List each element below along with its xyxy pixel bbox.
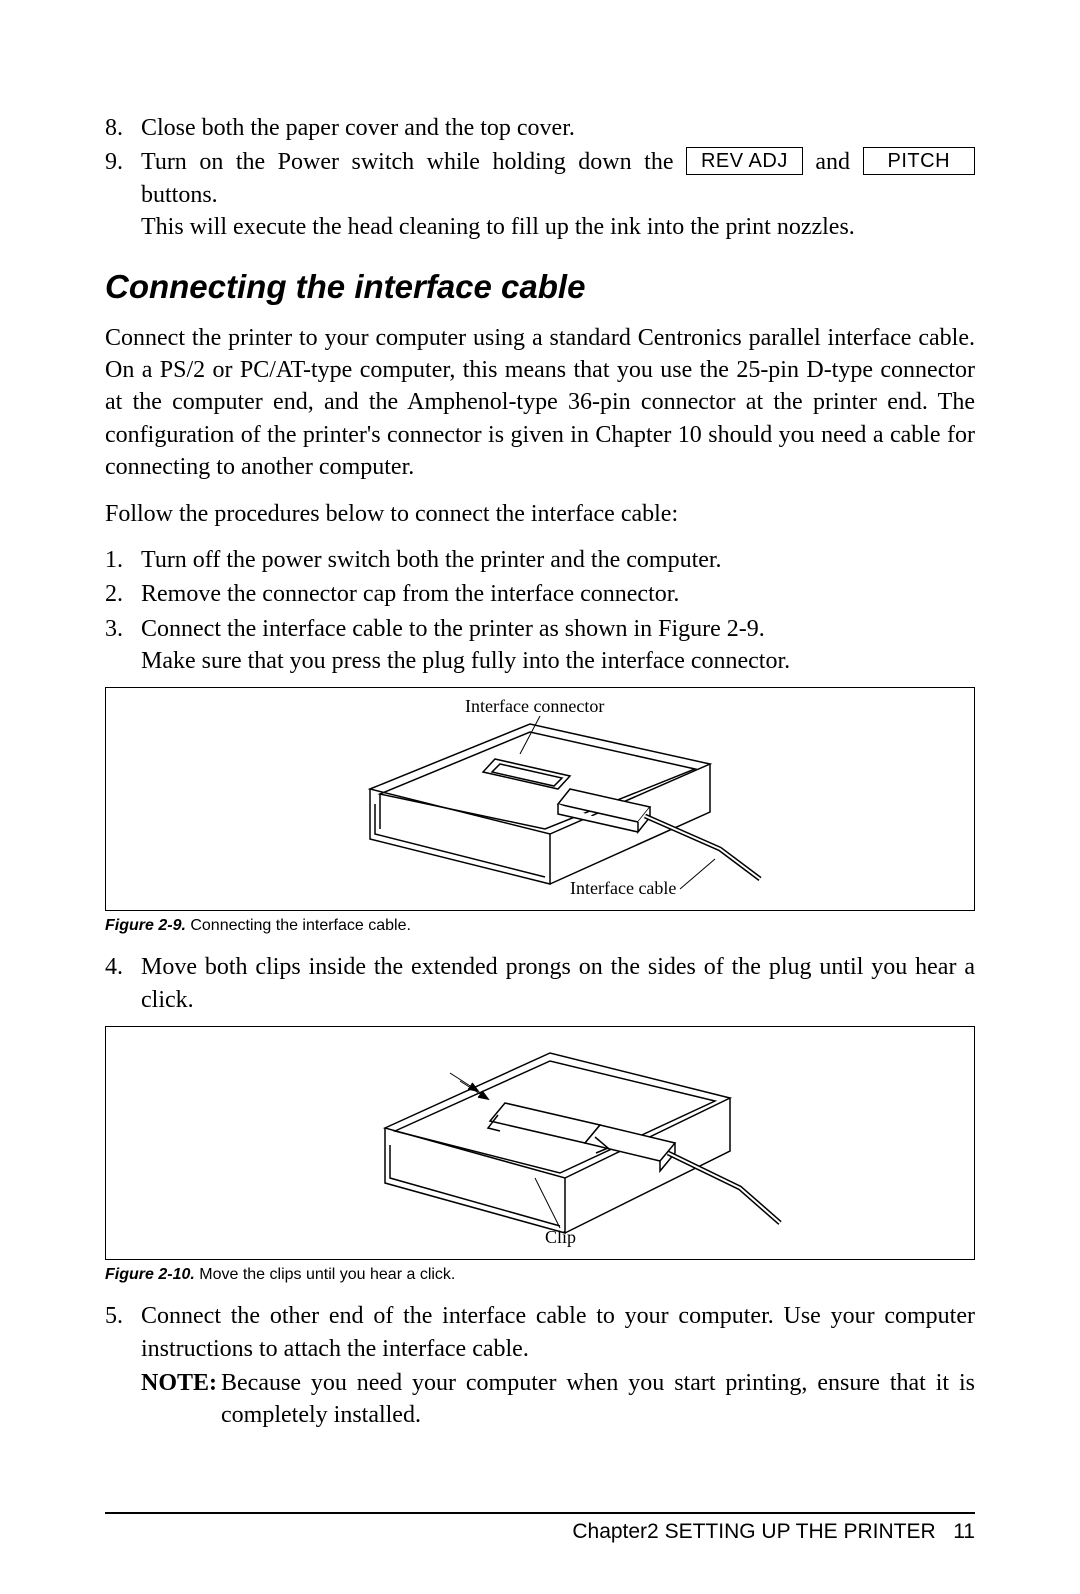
list-item: 2. Remove the connector cap from the int… (105, 578, 975, 610)
list-item: 9. Turn on the Power switch while holdin… (105, 146, 975, 243)
interface-cable-label: Interface cable (570, 878, 676, 898)
list-text: Turn on the Power switch while holding d… (141, 146, 975, 243)
caption-bold: Figure 2-9. (105, 917, 186, 934)
caption-bold: Figure 2-10. (105, 1266, 195, 1283)
figure-box: Clip (105, 1026, 975, 1260)
footer-chapter: Chapter2 SETTING UP THE PRINTER (572, 1520, 935, 1543)
list-text: Move both clips inside the extended pron… (141, 951, 975, 1016)
list-item: 5. Connect the other end of the interfac… (105, 1300, 975, 1365)
list-number: 3. (105, 613, 141, 678)
footer-page-number: 11 (953, 1520, 975, 1543)
page: 8. Close both the paper cover and the to… (0, 0, 1080, 1594)
figure-2-9-svg: Interface connector (240, 694, 840, 899)
list-text: Connect the other end of the interface c… (141, 1300, 975, 1365)
text-span: buttons. (141, 182, 218, 208)
note-label: NOTE: (141, 1370, 217, 1396)
list-item: 3. Connect the interface cable to the pr… (105, 613, 975, 678)
text-span: and (815, 149, 862, 175)
list-number: 2. (105, 578, 141, 610)
note: NOTE: Because you need your computer whe… (141, 1367, 975, 1432)
pitch-button: PITCH (863, 147, 976, 175)
list-item: 8. Close both the paper cover and the to… (105, 112, 975, 144)
page-footer: Chapter2 SETTING UP THE PRINTER 11 (105, 1512, 975, 1544)
figure-2-10-svg: Clip (240, 1033, 840, 1248)
list-number: 4. (105, 951, 141, 1016)
figure-caption: Figure 2-9. Connecting the interface cab… (105, 917, 975, 935)
list-item: 4. Move both clips inside the extended p… (105, 951, 975, 1016)
paragraph: Connect the printer to your computer usi… (105, 322, 975, 484)
list-text: Connect the interface cable to the print… (141, 613, 975, 678)
section-heading: Connecting the interface cable (105, 268, 975, 306)
list-text: Remove the connector cap from the interf… (141, 578, 975, 610)
list-number: 1. (105, 544, 141, 576)
list-text: Close both the paper cover and the top c… (141, 112, 975, 144)
list-item: 1. Turn off the power switch both the pr… (105, 544, 975, 576)
paragraph: Follow the procedures below to connect t… (105, 498, 975, 530)
text-span: Turn on the Power switch while holding d… (141, 149, 686, 175)
list-number: 8. (105, 112, 141, 144)
figure-box: Interface connector (105, 687, 975, 911)
interface-connector-label: Interface connector (465, 696, 604, 716)
rev-adj-button: REV ADJ (686, 147, 803, 175)
caption-text: Connecting the interface cable. (186, 917, 411, 934)
clip-label: Clip (545, 1227, 576, 1247)
note-text: Because you need your computer when you … (221, 1367, 975, 1432)
figure-caption: Figure 2-10. Move the clips until you he… (105, 1266, 975, 1284)
caption-text: Move the clips until you hear a click. (195, 1266, 456, 1283)
text-span: This will execute the head cleaning to f… (141, 214, 855, 240)
list-number: 5. (105, 1300, 141, 1365)
text-span: Make sure that you press the plug fully … (141, 648, 790, 674)
text-span: Connect the interface cable to the print… (141, 616, 765, 642)
list-number: 9. (105, 146, 141, 243)
list-text: Turn off the power switch both the print… (141, 544, 975, 576)
